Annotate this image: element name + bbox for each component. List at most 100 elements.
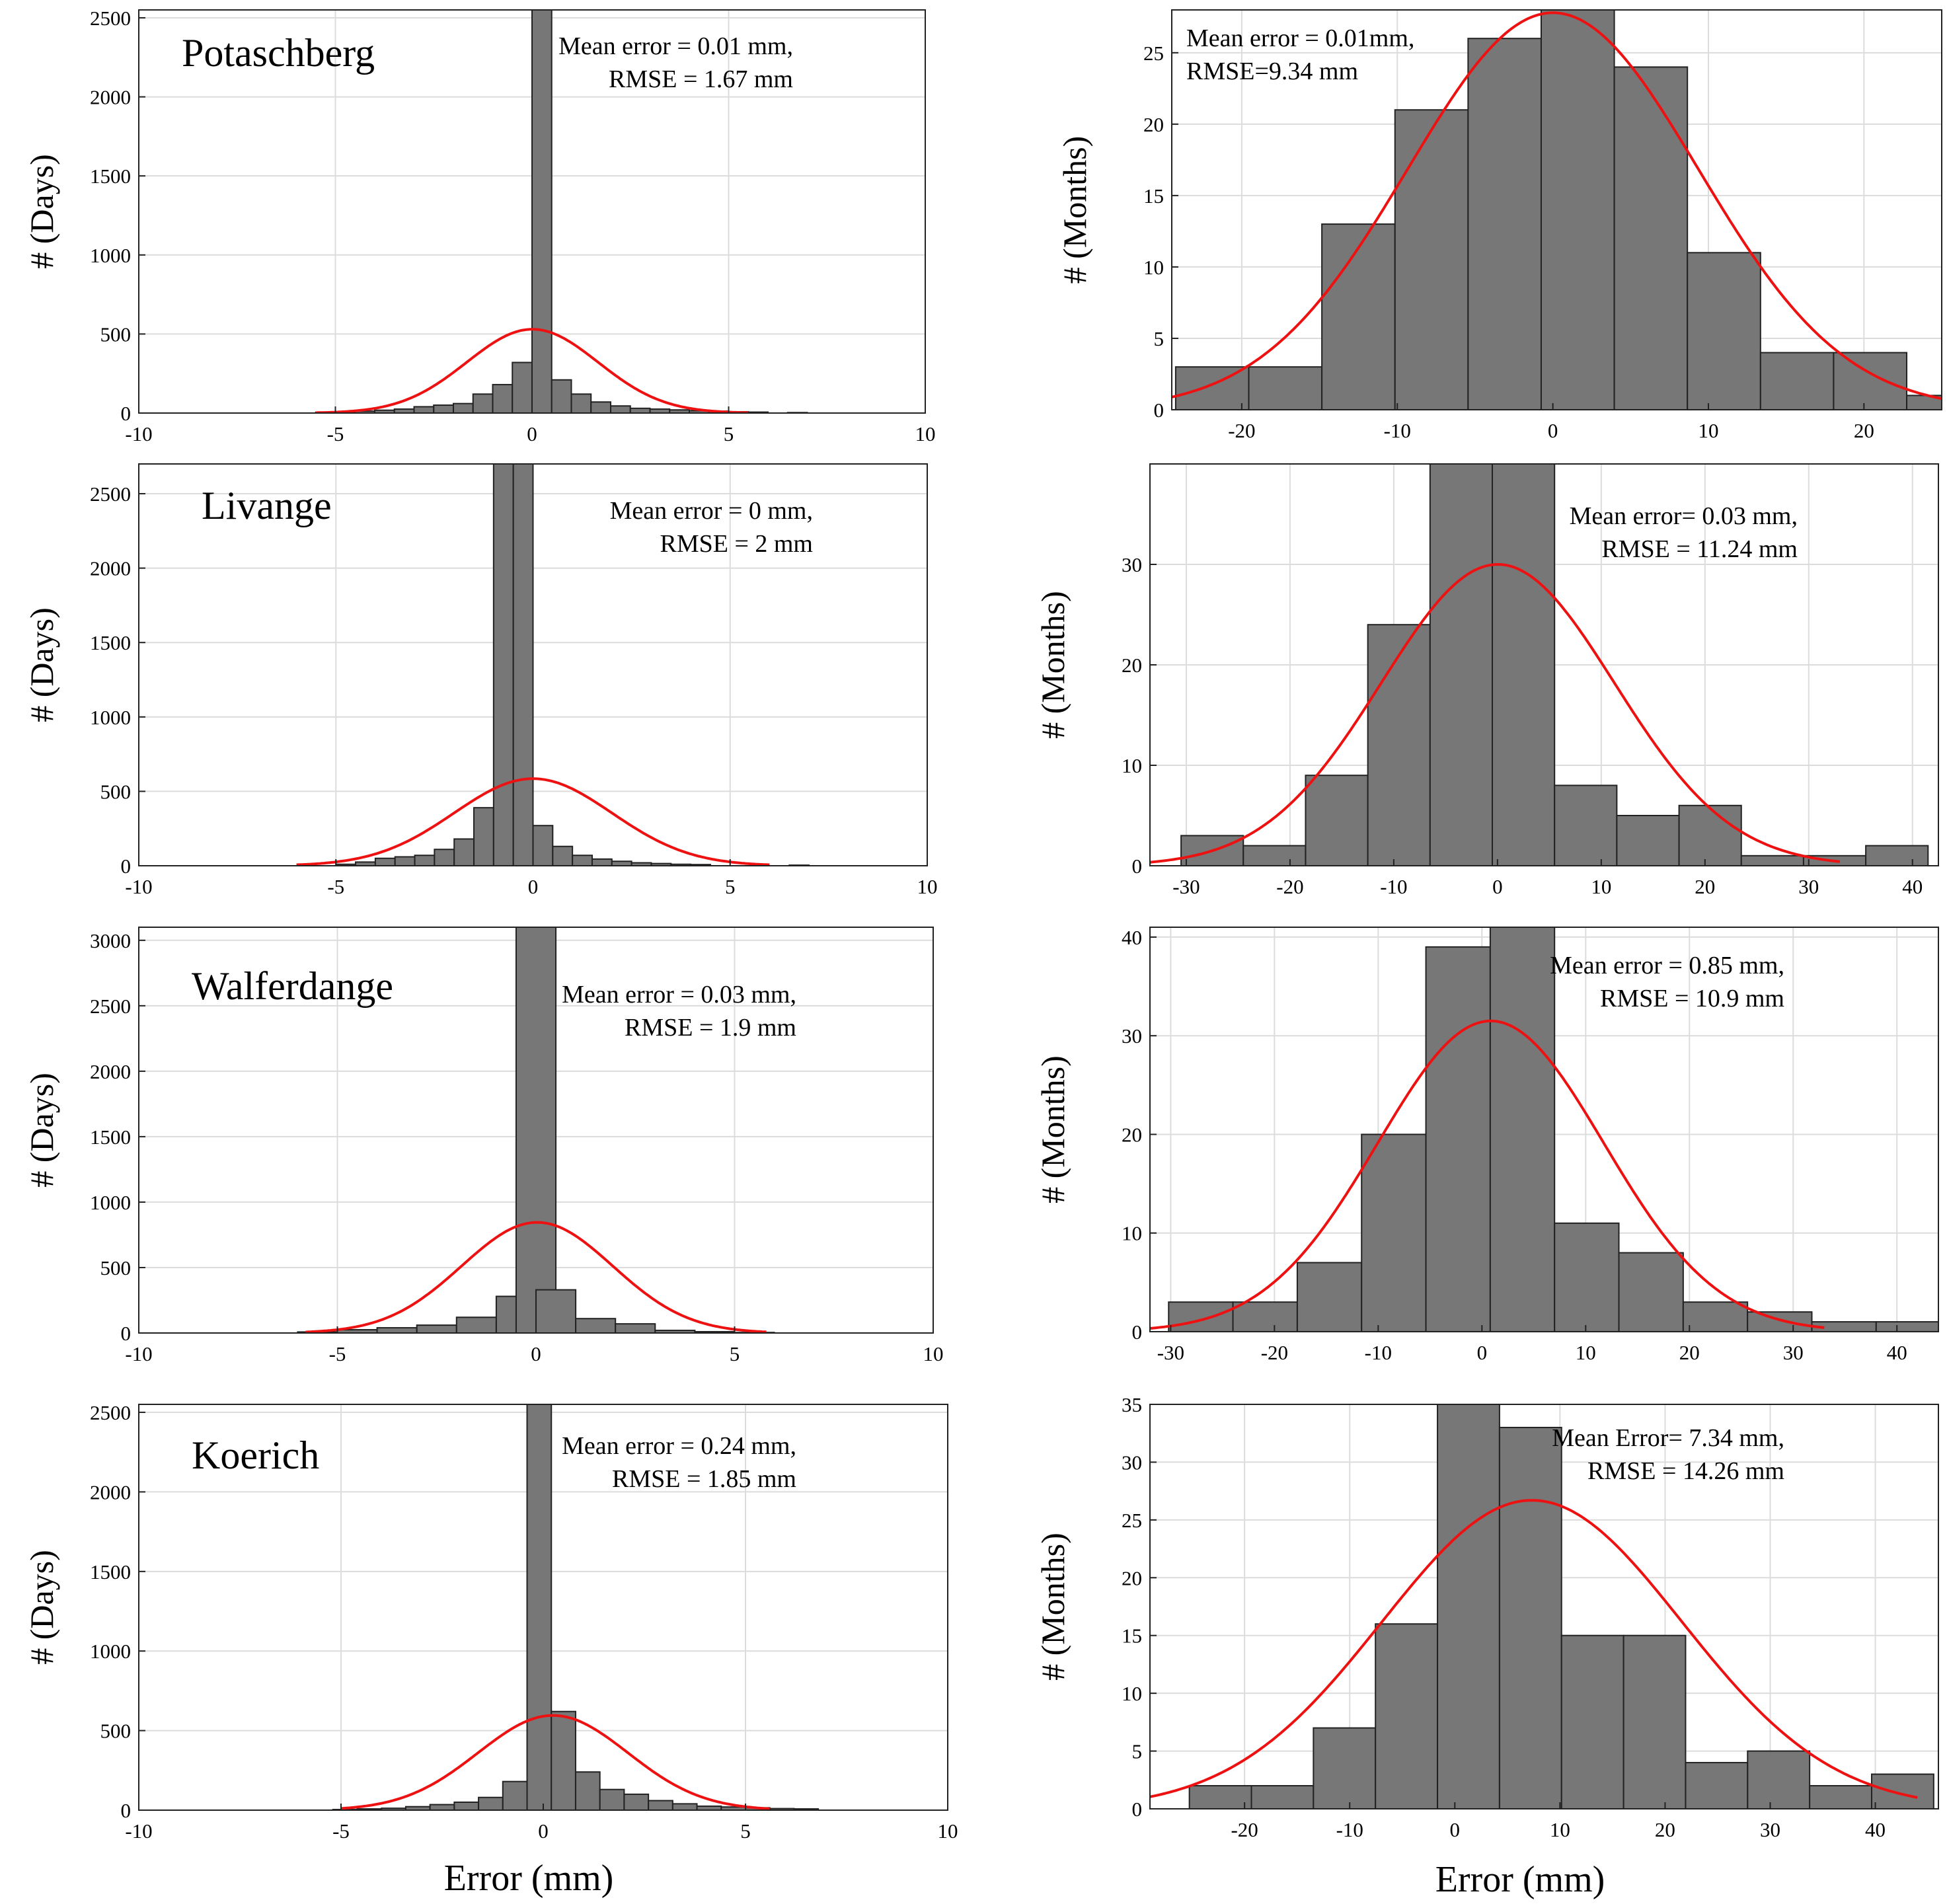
y-tick-label: 2500: [90, 7, 131, 30]
histogram-bar: [394, 856, 416, 866]
x-tick-label: -20: [1276, 875, 1303, 898]
axes-frame: [1149, 927, 1939, 1332]
y-tick-label: 500: [100, 1720, 132, 1743]
y-tick-label: 2000: [90, 1480, 131, 1504]
y-tick-label: 1500: [90, 631, 131, 654]
histogram-bar: [590, 401, 611, 413]
x-tick-label: 30: [1783, 1341, 1804, 1364]
y-tick-label: 10: [1122, 1682, 1142, 1705]
y-axis-label: # (Months): [1034, 591, 1071, 739]
y-tick-label: 1000: [90, 244, 131, 267]
y-axis-label: # (Months): [1034, 1055, 1071, 1203]
normal-fit-curve: [296, 777, 770, 866]
histogram-bar: [623, 1793, 650, 1810]
x-tick-label: 20: [1695, 875, 1715, 898]
y-tick-label: 1000: [90, 1640, 131, 1663]
histogram-bar: [374, 857, 396, 866]
x-tick-label: 10: [917, 875, 938, 898]
histogram-bar: [648, 1800, 673, 1810]
station-name: Walferdange: [192, 964, 393, 1008]
x-tick-label: 10: [915, 422, 936, 445]
y-tick-label: 2500: [90, 482, 131, 506]
normal-fit-curve: [1172, 11, 1942, 400]
histogram-bar: [575, 1318, 617, 1333]
y-tick-label: 0: [121, 402, 132, 425]
histogram-bar: [570, 393, 592, 413]
station-name: Potaschberg: [182, 31, 375, 75]
y-tick-label: 40: [1122, 926, 1142, 949]
y-tick-label: 2000: [90, 86, 131, 109]
y-tick-label: 15: [1143, 184, 1164, 208]
x-tick-label: 0: [1548, 419, 1558, 442]
chart-panel: -30 -20 -10 0 10 20 30 40 0 10 20 30 # (Months) Mean …: [1034, 463, 1939, 898]
x-tick-label: -10: [1365, 1341, 1392, 1364]
stats-annotation: Mean error= 0.03 mm,: [1570, 502, 1798, 530]
histogram-bar: [1865, 845, 1929, 866]
histogram-bar: [551, 379, 572, 413]
histogram-bar: [502, 1780, 528, 1810]
histogram-bar: [1682, 1301, 1749, 1332]
x-tick-label: 40: [1902, 875, 1923, 898]
histogram-bar: [1361, 1133, 1427, 1332]
histogram-bar: [1188, 1785, 1252, 1809]
x-tick-label: 5: [724, 422, 734, 445]
bar-series: [1174, 10, 1942, 410]
y-tick-label: 20: [1122, 654, 1142, 677]
y-tick-label: 1000: [90, 706, 131, 729]
y-tick-label: 30: [1122, 553, 1142, 576]
stats-annotation: Mean error = 0.01 mm,: [558, 32, 793, 60]
y-tick-label: 0: [1132, 855, 1143, 878]
x-tick-label: -20: [1228, 419, 1255, 442]
station-name: Koerich: [192, 1433, 319, 1477]
chart-panel: -20 -10 0 10 20 0 5 10 15 20 25 # (Months) Mean erro…: [1056, 9, 1942, 442]
x-tick-label: -5: [327, 875, 344, 898]
bar-series: [335, 464, 810, 866]
histogram-bar: [1622, 1634, 1687, 1809]
chart-panel: -10 -5 0 5 10 0 500 1000 1500 2000 2500 3000 # (Days…: [23, 927, 944, 1365]
y-tick-label: 1500: [90, 165, 131, 188]
histogram-bar: [413, 406, 435, 413]
x-tick-label: 5: [730, 1342, 740, 1365]
y-axis-label: # (Days): [23, 1073, 60, 1188]
x-tick-label: 0: [1450, 1818, 1461, 1841]
histogram-bar: [551, 1710, 576, 1810]
bar-series: [1188, 1404, 1934, 1809]
histogram-bar: [1678, 804, 1742, 866]
x-tick-label: 0: [1492, 875, 1503, 898]
histogram-bar: [1554, 784, 1618, 866]
x-tick-label: -10: [125, 875, 152, 898]
histogram-bar: [1560, 1634, 1624, 1809]
histogram-bar: [416, 1324, 457, 1333]
x-tick-label: 30: [1760, 1818, 1780, 1841]
y-tick-label: 1000: [90, 1191, 131, 1214]
stats-annotation: RMSE = 10.9 mm: [1600, 985, 1784, 1012]
stats-annotation: RMSE = 11.24 mm: [1601, 535, 1798, 563]
chart-panel: -10 -5 0 5 10 0 500 1000 1500 2000 2500 # (Days) Liv…: [23, 463, 938, 898]
stats-annotation: RMSE = 14.26 mm: [1587, 1457, 1784, 1485]
chart-panel: -20 -10 0 10 20 30 40 0 5 10 15 20 25 30 35 # (Months) M…: [1034, 1393, 1939, 1841]
x-tick-label: 40: [1865, 1818, 1886, 1841]
histogram-bar: [1489, 927, 1556, 1332]
x-tick-label: -20: [1231, 1818, 1258, 1841]
histogram-bar: [615, 1323, 656, 1333]
y-tick-label: 1500: [90, 1560, 131, 1583]
histogram-bar: [1875, 1321, 1938, 1332]
x-tick-label: -20: [1261, 1341, 1288, 1364]
histogram-bar: [591, 858, 613, 866]
stats-annotation: RMSE = 1.85 mm: [612, 1465, 796, 1493]
histogram-bar: [434, 849, 455, 866]
x-tick-label: 10: [938, 1819, 958, 1843]
stats-annotation: RMSE = 1.67 mm: [609, 65, 793, 93]
y-tick-label: 25: [1143, 42, 1164, 65]
x-tick-label: 10: [1698, 419, 1718, 442]
x-tick-label: 20: [1679, 1341, 1700, 1364]
stats-annotation: Mean error = 0.03 mm,: [562, 981, 796, 1009]
histogram-bar: [1747, 1750, 1811, 1809]
y-tick-label: 500: [100, 780, 132, 803]
x-tick-label: -10: [1384, 419, 1411, 442]
y-tick-label: 2000: [90, 557, 131, 580]
bar-series: [332, 1404, 820, 1810]
y-tick-label: 5: [1154, 327, 1164, 350]
x-tick-label: -5: [329, 1342, 346, 1365]
x-tick-label: 0: [527, 422, 537, 445]
